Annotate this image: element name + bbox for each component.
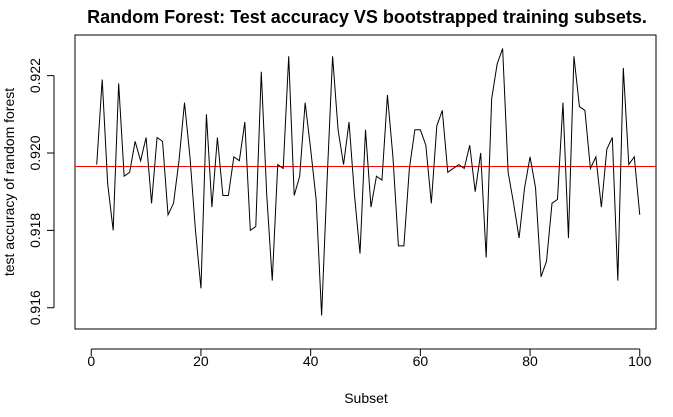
- y-tick-label: 0.918: [27, 213, 43, 248]
- x-tick-label: 40: [303, 353, 319, 369]
- x-tick-label: 60: [413, 353, 429, 369]
- x-tick-label: 80: [522, 353, 538, 369]
- series-line-1: [96, 48, 641, 316]
- x-tick-label: 20: [193, 353, 209, 369]
- x-tick-label: 0: [87, 353, 95, 369]
- y-axis-label: test accuracy of random forest: [1, 88, 17, 276]
- x-axis: 0 20 40 60 80 100: [87, 348, 652, 369]
- chart-title: Random Forest: Test accuracy VS bootstra…: [87, 7, 647, 27]
- y-tick-label: 0.920: [27, 135, 43, 170]
- plot-area-frame: [74, 34, 657, 330]
- y-axis: 0.916 0.918 0.920 0.922: [27, 58, 55, 325]
- x-tick-label: 100: [628, 353, 652, 369]
- series-layer: [96, 48, 641, 316]
- x-axis-label: Subset: [344, 390, 388, 406]
- y-tick-label: 0.922: [27, 58, 43, 93]
- y-tick-label: 0.916: [27, 290, 43, 325]
